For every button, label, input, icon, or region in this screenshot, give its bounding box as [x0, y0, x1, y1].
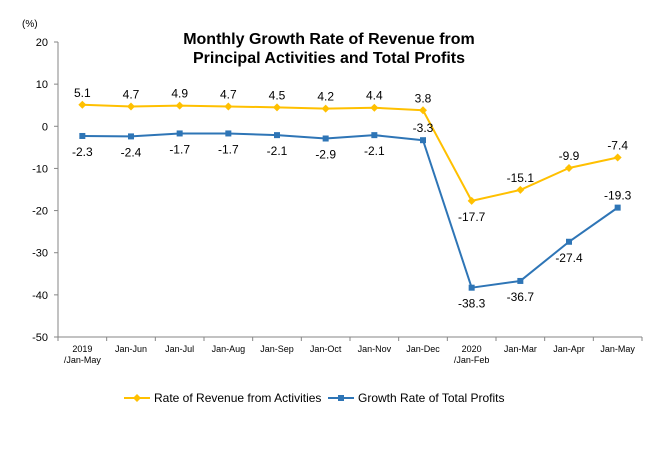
x-tick-label: Jan-Jun — [115, 344, 147, 354]
legend-profits-label: Growth Rate of Total Profits — [358, 391, 505, 405]
profits-point — [420, 137, 426, 144]
y-tick-label: -40 — [32, 290, 48, 302]
y-tick-label: -30 — [32, 248, 48, 260]
x-tick-label-line: /Jan-May — [64, 355, 102, 365]
revenue-point — [565, 164, 573, 173]
legend: Rate of Revenue from Activities Growth Ra… — [124, 391, 505, 405]
profits-point — [176, 130, 183, 137]
legend-revenue-label: Rate of Revenue from Activities — [154, 391, 321, 405]
revenue-data-label: -15.1 — [507, 171, 535, 185]
x-tick-label-line: Jan-Apr — [553, 344, 585, 354]
x-tick-label: Jan-Aug — [212, 344, 246, 354]
chart-title-line-1: Monthly Growth Rate of Revenue from — [183, 31, 475, 48]
x-tick-label: Jan-Oct — [310, 344, 342, 354]
profits-point — [468, 284, 475, 291]
revenue-data-label: 4.5 — [269, 88, 286, 102]
profits-data-label: -1.7 — [169, 142, 190, 156]
profits-data-label: -3.3 — [413, 121, 434, 135]
revenue-data-label: 3.8 — [415, 91, 432, 105]
revenue-data-label: 4.2 — [317, 90, 334, 104]
profits-point — [517, 277, 524, 284]
profits-data-label: -2.4 — [121, 145, 142, 159]
profits-data-label: -38.3 — [458, 297, 486, 311]
revenue-point — [175, 101, 184, 110]
revenue-data-label: -9.9 — [559, 149, 580, 163]
x-tick-label-line: Jan-Jun — [115, 344, 147, 354]
revenue-point — [78, 100, 87, 109]
profits-data-label: -2.1 — [267, 144, 288, 158]
x-tick-label: Jan-Jul — [165, 344, 194, 354]
legend-profits-marker — [338, 395, 344, 401]
x-tick-label: Jan-Apr — [553, 344, 585, 354]
x-tick-label: Jan-Sep — [260, 344, 294, 354]
revenue-data-label: 4.9 — [171, 87, 188, 101]
x-tick-label-line: 2019 — [72, 344, 92, 354]
x-tick-label-line: Jan-Mar — [504, 344, 537, 354]
y-axis-unit: (%) — [22, 19, 38, 30]
revenue-data-label: 5.1 — [74, 86, 91, 100]
data-labels-layer: 5.1 4.7 4.9 4.7 4.5 4.2 4.4 3.8 -17.7 -15.1 -9.9 -7… — [72, 86, 632, 311]
profits-point — [225, 130, 232, 137]
revenue-data-label: 4.7 — [220, 87, 237, 101]
y-tick-label: 0 — [42, 121, 48, 133]
revenue-point — [127, 102, 135, 111]
revenue-point — [224, 102, 233, 111]
x-tick-label-line: 2020 — [462, 344, 482, 354]
profits-data-label: -2.9 — [315, 148, 336, 162]
profits-data-label: -1.7 — [218, 142, 239, 156]
profits-line — [82, 132, 619, 289]
x-tick-label-line: Jan-Oct — [310, 344, 342, 354]
y-tick-label: 20 — [36, 37, 48, 49]
profits-data-label: -19.3 — [604, 189, 632, 203]
profits-point — [128, 133, 134, 140]
x-tick-label: 2020/Jan-Feb — [454, 344, 490, 365]
x-tick-label: Jan-Nov — [358, 344, 392, 354]
x-tick-label-line: Jan-May — [600, 344, 635, 354]
revenue-point — [370, 103, 379, 112]
x-tick-label-line: /Jan-Feb — [454, 355, 490, 365]
revenue-line — [82, 103, 618, 202]
revenue-data-label: -17.7 — [458, 210, 486, 224]
x-tick-label: Jan-Dec — [406, 344, 440, 354]
chart-title-line-2: Principal Activities and Total Profits — [193, 50, 465, 67]
profits-data-label: -2.1 — [364, 144, 385, 158]
x-tick-label: Jan-May — [600, 344, 635, 354]
x-tick-label: 2019/Jan-May — [64, 344, 102, 365]
y-tick-label: 10 — [36, 79, 48, 91]
revenue-data-label: 4.4 — [366, 89, 383, 103]
profits-data-label: -36.7 — [507, 290, 535, 304]
x-tick-label-line: Jan-Nov — [358, 344, 392, 354]
revenue-data-label: -7.4 — [607, 138, 628, 152]
revenue-point — [516, 185, 525, 194]
profits-point — [322, 135, 329, 142]
x-tick-label-line: Jan-Sep — [260, 344, 294, 354]
series-layer — [78, 100, 622, 291]
profits-point — [371, 132, 378, 139]
x-tick-label-line: Jan-Jul — [165, 344, 194, 354]
revenue-point — [467, 196, 476, 205]
profits-data-label: -2.3 — [72, 145, 93, 159]
x-tick-label-line: Jan-Aug — [212, 344, 246, 354]
profits-point — [79, 132, 86, 139]
legend-revenue-marker — [133, 394, 141, 402]
revenue-point — [613, 153, 622, 162]
profits-point — [614, 204, 621, 211]
profits-series — [79, 130, 621, 291]
profits-point — [274, 132, 280, 139]
y-tick-label: -50 — [32, 332, 48, 344]
revenue-series — [78, 100, 622, 205]
revenue-point — [273, 103, 281, 112]
x-tick-label-line: Jan-Dec — [406, 344, 440, 354]
y-tick-label: -20 — [32, 206, 48, 218]
x-tick-label: Jan-Mar — [504, 344, 537, 354]
axes: 20 10 0 -10 -20 -30 -40 -50 2019/Jan-May Jan-Jun J… — [32, 37, 643, 365]
profits-point — [566, 238, 572, 245]
revenue-point — [321, 104, 330, 113]
revenue-point — [419, 106, 427, 115]
profits-data-label: -27.4 — [555, 251, 583, 265]
revenue-data-label: 4.7 — [123, 87, 140, 101]
y-tick-label: -10 — [32, 163, 48, 175]
